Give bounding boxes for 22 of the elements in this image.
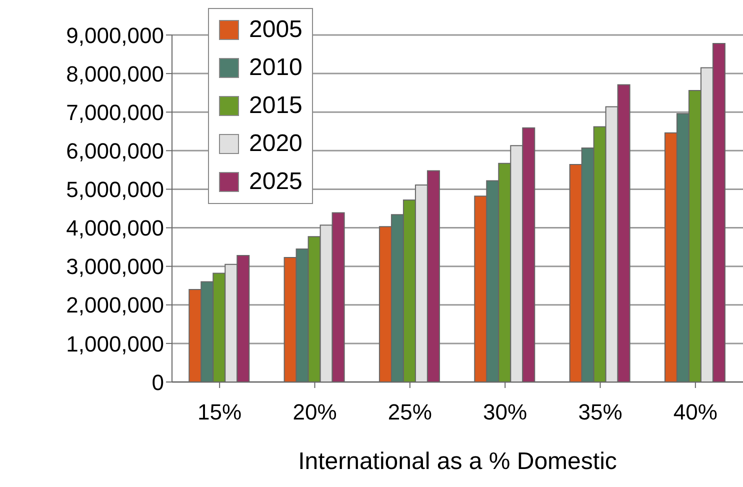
y-tick-label: 6,000,000 xyxy=(66,138,164,164)
y-tick-label: 0 xyxy=(152,370,164,395)
x-tick-label: 40% xyxy=(673,400,718,425)
legend-label: 2015 xyxy=(249,91,302,121)
x-tick-label: 35% xyxy=(578,400,622,425)
y-tick-label: 4,000,000 xyxy=(66,216,164,241)
y-tick-label: 1,000,000 xyxy=(66,331,164,356)
legend-label: 2010 xyxy=(249,53,302,83)
legend-label: 2025 xyxy=(249,167,302,197)
y-tick-label: 2,000,000 xyxy=(66,292,164,318)
x-tick-label: 25% xyxy=(388,400,432,425)
x-axis-title: International as a % Domestic xyxy=(298,448,617,475)
legend-label: 2020 xyxy=(249,129,302,159)
x-tick-label: 30% xyxy=(483,400,528,425)
y-tick-label: 9,000,000 xyxy=(66,22,164,48)
y-tick-label: 5,000,000 xyxy=(66,177,164,202)
y-tick-label: 3,000,000 xyxy=(66,254,164,280)
legend-label: 2005 xyxy=(249,15,302,45)
x-tick-label: 15% xyxy=(198,400,242,425)
y-tick-label: 7,000,000 xyxy=(66,100,164,125)
y-tick-label: 8,000,000 xyxy=(66,61,164,86)
x-tick-label: 20% xyxy=(292,400,337,425)
